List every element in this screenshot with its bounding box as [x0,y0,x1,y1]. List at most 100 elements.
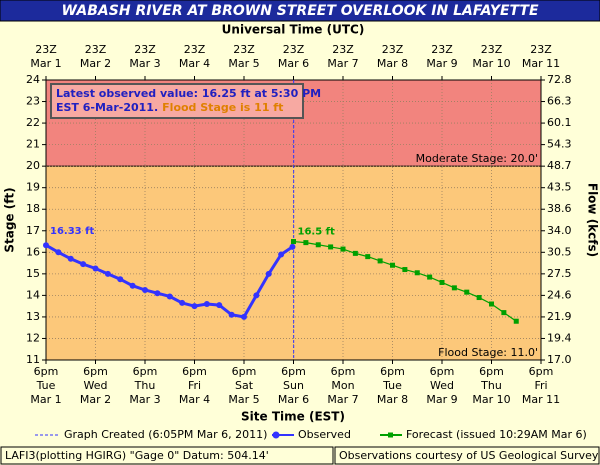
y2-tick-label: 66.3 [547,95,572,108]
x-tick-label: Mar 3 [129,393,160,406]
x2-tick-label: Mar 1 [30,57,61,70]
y2-tick-label: 30.5 [547,245,572,258]
x2-tick-label: 23Z [431,43,453,56]
forecast-point [464,289,470,295]
forecast-point [501,310,507,316]
annotation-highlight: Flood Stage is 11 ft [162,101,283,114]
observed-point [278,251,285,258]
x-tick-label: Wed [84,379,108,392]
y-tick-label: 13 [26,310,40,323]
forecast-point [439,279,445,285]
observed-point [216,302,223,309]
legend-label: Forecast (issued 10:29AM Mar 6) [406,428,587,441]
y-tick-label: 21 [26,138,40,151]
x-tick-label: 6pm [281,365,306,378]
x-tick-label: Tue [382,379,402,392]
observed-point [179,299,186,306]
footer-left-box [0,446,334,465]
y2-tick-label: 54.3 [547,138,572,151]
x-tick-label: Mar 7 [327,393,358,406]
point-label: 16.5 ft [298,227,336,238]
x-axis-label: Site Time (EST) [241,410,345,424]
observed-point [166,293,173,300]
x2-tick-label: 23Z [233,43,255,56]
x-tick-label: 6pm [430,365,455,378]
observed-point [80,261,87,268]
y-tick-label: 17 [26,224,40,237]
y-tick-label: 19 [26,181,40,194]
x-tick-label: 6pm [34,365,59,378]
x-tick-label: Mar 5 [228,393,259,406]
x2-tick-label: 23Z [481,43,503,56]
x-tick-label: Mar 9 [426,393,457,406]
y-tick-label: 23 [26,95,40,108]
title-bar [0,0,600,22]
forecast-point [390,262,395,268]
y2-tick-label: 60.1 [547,116,572,129]
forecast-point [352,250,358,256]
observed-point [55,249,62,256]
x2-tick-label: 23Z [382,43,404,56]
x2-tick-label: 23Z [332,43,354,56]
observed-point [154,290,161,297]
x2-tick-label: Mar 9 [426,57,457,70]
x-tick-label: Thu [480,379,502,392]
chart-title: WABASH RIVER AT BROWN STREET OVERLOOK IN… [61,3,538,19]
y2-tick-label: 43.5 [547,181,572,194]
y2-tick-label: 72.8 [547,73,572,86]
observed-point [142,287,148,293]
x2-tick-label: 23Z [283,43,305,56]
y-tick-label: 22 [26,116,40,129]
y2-tick-label: 48.7 [547,159,572,172]
y2-tick-label: 38.6 [547,202,572,215]
stage-label: Moderate Stage: 20.0' [416,152,538,165]
y2-tick-label: 21.9 [547,310,572,323]
y2-tick-label: 24.6 [547,288,572,301]
x2-tick-label: Mar 7 [327,57,358,70]
y2-tick-label: 17.0 [547,353,572,366]
annotation-line: EST 6-Mar-2011. Flood Stage is 11 ft [56,101,283,114]
x2-tick-label: 23Z [85,43,107,56]
x-tick-label: Mar 10 [472,393,510,406]
forecast-point [328,244,334,250]
annotation-text: EST 6-Mar-2011. [56,101,158,114]
x2-tick-label: 23Z [134,43,156,56]
point-label: 16.33 ft [50,226,94,237]
observed-point [241,313,247,320]
forecast-point [427,274,433,280]
forecast-point [315,242,321,248]
y-tick-label: 15 [26,267,40,280]
legend-label: Graph Created (6:05PM Mar 6, 2011) [64,428,267,441]
y2-tick-label: 34.0 [547,224,572,237]
x-tick-label: Wed [430,379,454,392]
x-tick-label: Mon [331,379,354,392]
y-tick-label: 20 [26,159,40,172]
y-tick-label: 11 [26,353,40,366]
x-tick-label: 6pm [232,365,257,378]
annotation-line: Latest observed value: 16.25 ft at 5:30 … [56,87,321,100]
forecast-point [340,246,346,252]
forecast-point [402,267,408,273]
observed-point [265,270,272,277]
forecast-point [377,258,383,264]
x-tick-label: Mar 1 [30,393,61,406]
y2-tick-label: 19.4 [547,331,572,344]
observed-point [203,301,210,307]
x-tick-label: 6pm [182,365,207,378]
x-tick-label: 6pm [479,365,504,378]
forecast-point [365,254,371,260]
x2-tick-label: Mar 3 [129,57,160,70]
observed-point [117,276,124,283]
x2-tick-label: Mar 8 [377,57,408,70]
x-tick-label: 6pm [83,365,108,378]
observed-point [191,303,198,310]
y-tick-label: 24 [26,73,40,86]
observed-point [92,265,99,272]
x-tick-label: 6pm [529,365,554,378]
x-tick-label: Sun [283,379,304,392]
x2-tick-label: Mar 5 [228,57,259,70]
y-tick-label: 12 [26,331,40,344]
annotation-box [50,83,304,119]
observed-point [43,242,49,249]
